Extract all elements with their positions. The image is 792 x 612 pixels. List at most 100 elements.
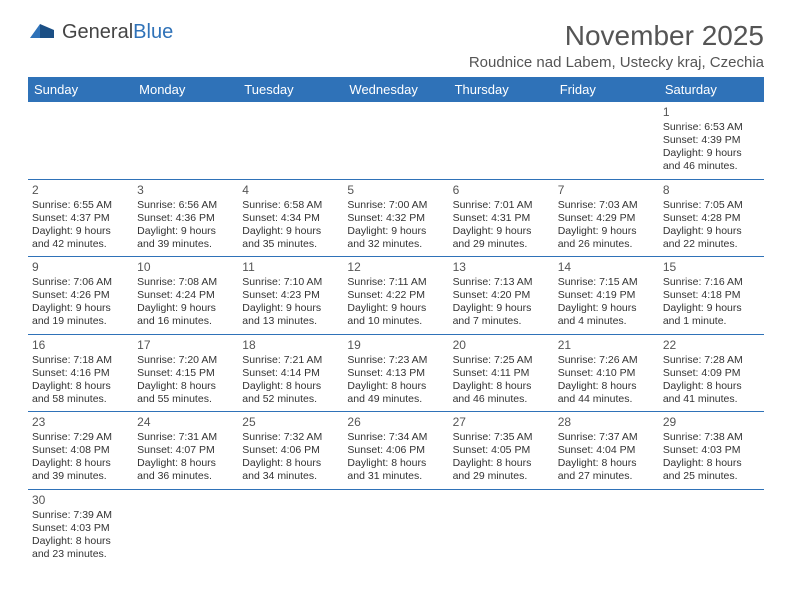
- sunrise-line: Sunrise: 7:13 AM: [453, 276, 550, 289]
- calendar-cell: [659, 489, 764, 566]
- calendar-cell: 19Sunrise: 7:23 AMSunset: 4:13 PMDayligh…: [343, 334, 448, 412]
- sunset-line: Sunset: 4:23 PM: [242, 289, 339, 302]
- calendar-cell: 10Sunrise: 7:08 AMSunset: 4:24 PMDayligh…: [133, 257, 238, 335]
- day-number: 4: [242, 183, 339, 198]
- logo: GeneralBlue: [28, 20, 173, 45]
- calendar-cell: 6Sunrise: 7:01 AMSunset: 4:31 PMDaylight…: [449, 179, 554, 257]
- daylight-line: Daylight: 9 hours and 4 minutes.: [558, 302, 655, 328]
- logo-text: GeneralBlue: [62, 21, 173, 44]
- sunrise-line: Sunrise: 7:21 AM: [242, 354, 339, 367]
- calendar-body: 1Sunrise: 6:53 AMSunset: 4:39 PMDaylight…: [28, 102, 764, 566]
- calendar-cell: 17Sunrise: 7:20 AMSunset: 4:15 PMDayligh…: [133, 334, 238, 412]
- sunset-line: Sunset: 4:13 PM: [347, 367, 444, 380]
- sunset-line: Sunset: 4:36 PM: [137, 212, 234, 225]
- calendar-cell: 9Sunrise: 7:06 AMSunset: 4:26 PMDaylight…: [28, 257, 133, 335]
- sunrise-line: Sunrise: 6:55 AM: [32, 199, 129, 212]
- day-number: 18: [242, 338, 339, 353]
- day-number: 30: [32, 493, 129, 508]
- sunset-line: Sunset: 4:16 PM: [32, 367, 129, 380]
- calendar-cell: [449, 102, 554, 179]
- sunrise-line: Sunrise: 7:29 AM: [32, 431, 129, 444]
- day-number: 6: [453, 183, 550, 198]
- daylight-line: Daylight: 8 hours and 36 minutes.: [137, 457, 234, 483]
- calendar-cell: 8Sunrise: 7:05 AMSunset: 4:28 PMDaylight…: [659, 179, 764, 257]
- day-number: 12: [347, 260, 444, 275]
- sunrise-line: Sunrise: 7:35 AM: [453, 431, 550, 444]
- sunset-line: Sunset: 4:26 PM: [32, 289, 129, 302]
- calendar-cell: 2Sunrise: 6:55 AMSunset: 4:37 PMDaylight…: [28, 179, 133, 257]
- daylight-line: Daylight: 8 hours and 39 minutes.: [32, 457, 129, 483]
- sunset-line: Sunset: 4:04 PM: [558, 444, 655, 457]
- daylight-line: Daylight: 8 hours and 44 minutes.: [558, 380, 655, 406]
- day-number: 29: [663, 415, 760, 430]
- daylight-line: Daylight: 9 hours and 35 minutes.: [242, 225, 339, 251]
- sunrise-line: Sunrise: 7:00 AM: [347, 199, 444, 212]
- calendar-cell: [238, 489, 343, 566]
- sunrise-line: Sunrise: 7:38 AM: [663, 431, 760, 444]
- sunrise-line: Sunrise: 7:23 AM: [347, 354, 444, 367]
- day-number: 5: [347, 183, 444, 198]
- calendar-cell: [343, 489, 448, 566]
- daylight-line: Daylight: 8 hours and 55 minutes.: [137, 380, 234, 406]
- day-header: Saturday: [659, 77, 764, 102]
- sunset-line: Sunset: 4:07 PM: [137, 444, 234, 457]
- logo-icon: [28, 20, 58, 45]
- daylight-line: Daylight: 8 hours and 46 minutes.: [453, 380, 550, 406]
- day-number: 2: [32, 183, 129, 198]
- sunrise-line: Sunrise: 7:28 AM: [663, 354, 760, 367]
- day-number: 9: [32, 260, 129, 275]
- sunrise-line: Sunrise: 7:11 AM: [347, 276, 444, 289]
- calendar-row: 2Sunrise: 6:55 AMSunset: 4:37 PMDaylight…: [28, 179, 764, 257]
- sunset-line: Sunset: 4:15 PM: [137, 367, 234, 380]
- calendar-cell: 1Sunrise: 6:53 AMSunset: 4:39 PMDaylight…: [659, 102, 764, 179]
- calendar-cell: 22Sunrise: 7:28 AMSunset: 4:09 PMDayligh…: [659, 334, 764, 412]
- sunrise-line: Sunrise: 7:06 AM: [32, 276, 129, 289]
- daylight-line: Daylight: 8 hours and 52 minutes.: [242, 380, 339, 406]
- daylight-line: Daylight: 8 hours and 58 minutes.: [32, 380, 129, 406]
- sunset-line: Sunset: 4:09 PM: [663, 367, 760, 380]
- sunrise-line: Sunrise: 7:32 AM: [242, 431, 339, 444]
- sunset-line: Sunset: 4:03 PM: [32, 522, 129, 535]
- logo-text-1: General: [62, 21, 133, 43]
- calendar-cell: 29Sunrise: 7:38 AMSunset: 4:03 PMDayligh…: [659, 412, 764, 490]
- calendar-cell: 20Sunrise: 7:25 AMSunset: 4:11 PMDayligh…: [449, 334, 554, 412]
- calendar-cell: 25Sunrise: 7:32 AMSunset: 4:06 PMDayligh…: [238, 412, 343, 490]
- day-header: Thursday: [449, 77, 554, 102]
- daylight-line: Daylight: 8 hours and 41 minutes.: [663, 380, 760, 406]
- daylight-line: Daylight: 8 hours and 34 minutes.: [242, 457, 339, 483]
- calendar-row: 1Sunrise: 6:53 AMSunset: 4:39 PMDaylight…: [28, 102, 764, 179]
- daylight-line: Daylight: 9 hours and 42 minutes.: [32, 225, 129, 251]
- day-number: 22: [663, 338, 760, 353]
- calendar-row: 16Sunrise: 7:18 AMSunset: 4:16 PMDayligh…: [28, 334, 764, 412]
- sunset-line: Sunset: 4:14 PM: [242, 367, 339, 380]
- sunset-line: Sunset: 4:22 PM: [347, 289, 444, 302]
- sunrise-line: Sunrise: 7:10 AM: [242, 276, 339, 289]
- daylight-line: Daylight: 9 hours and 10 minutes.: [347, 302, 444, 328]
- daylight-line: Daylight: 8 hours and 31 minutes.: [347, 457, 444, 483]
- calendar-cell: [133, 102, 238, 179]
- daylight-line: Daylight: 9 hours and 29 minutes.: [453, 225, 550, 251]
- sunrise-line: Sunrise: 7:26 AM: [558, 354, 655, 367]
- sunset-line: Sunset: 4:18 PM: [663, 289, 760, 302]
- calendar-header-row: SundayMondayTuesdayWednesdayThursdayFrid…: [28, 77, 764, 102]
- day-number: 14: [558, 260, 655, 275]
- sunrise-line: Sunrise: 7:34 AM: [347, 431, 444, 444]
- calendar-cell: [238, 102, 343, 179]
- sunset-line: Sunset: 4:31 PM: [453, 212, 550, 225]
- calendar-row: 9Sunrise: 7:06 AMSunset: 4:26 PM Daylight…: [28, 257, 764, 335]
- calendar-cell: [554, 489, 659, 566]
- daylight-line: Daylight: 8 hours and 25 minutes.: [663, 457, 760, 483]
- sunrise-line: Sunrise: 7:16 AM: [663, 276, 760, 289]
- sunset-line: Sunset: 4:20 PM: [453, 289, 550, 302]
- day-number: 17: [137, 338, 234, 353]
- logo-text-2: Blue: [133, 21, 173, 43]
- calendar-cell: 12Sunrise: 7:11 AMSunset: 4:22 PMDayligh…: [343, 257, 448, 335]
- sunset-line: Sunset: 4:32 PM: [347, 212, 444, 225]
- sunrise-line: Sunrise: 7:15 AM: [558, 276, 655, 289]
- sunset-line: Sunset: 4:03 PM: [663, 444, 760, 457]
- sunrise-line: Sunrise: 7:39 AM: [32, 509, 129, 522]
- daylight-line: Daylight: 8 hours and 23 minutes.: [32, 535, 129, 561]
- day-number: 7: [558, 183, 655, 198]
- sunrise-line: Sunrise: 7:31 AM: [137, 431, 234, 444]
- calendar-cell: [343, 102, 448, 179]
